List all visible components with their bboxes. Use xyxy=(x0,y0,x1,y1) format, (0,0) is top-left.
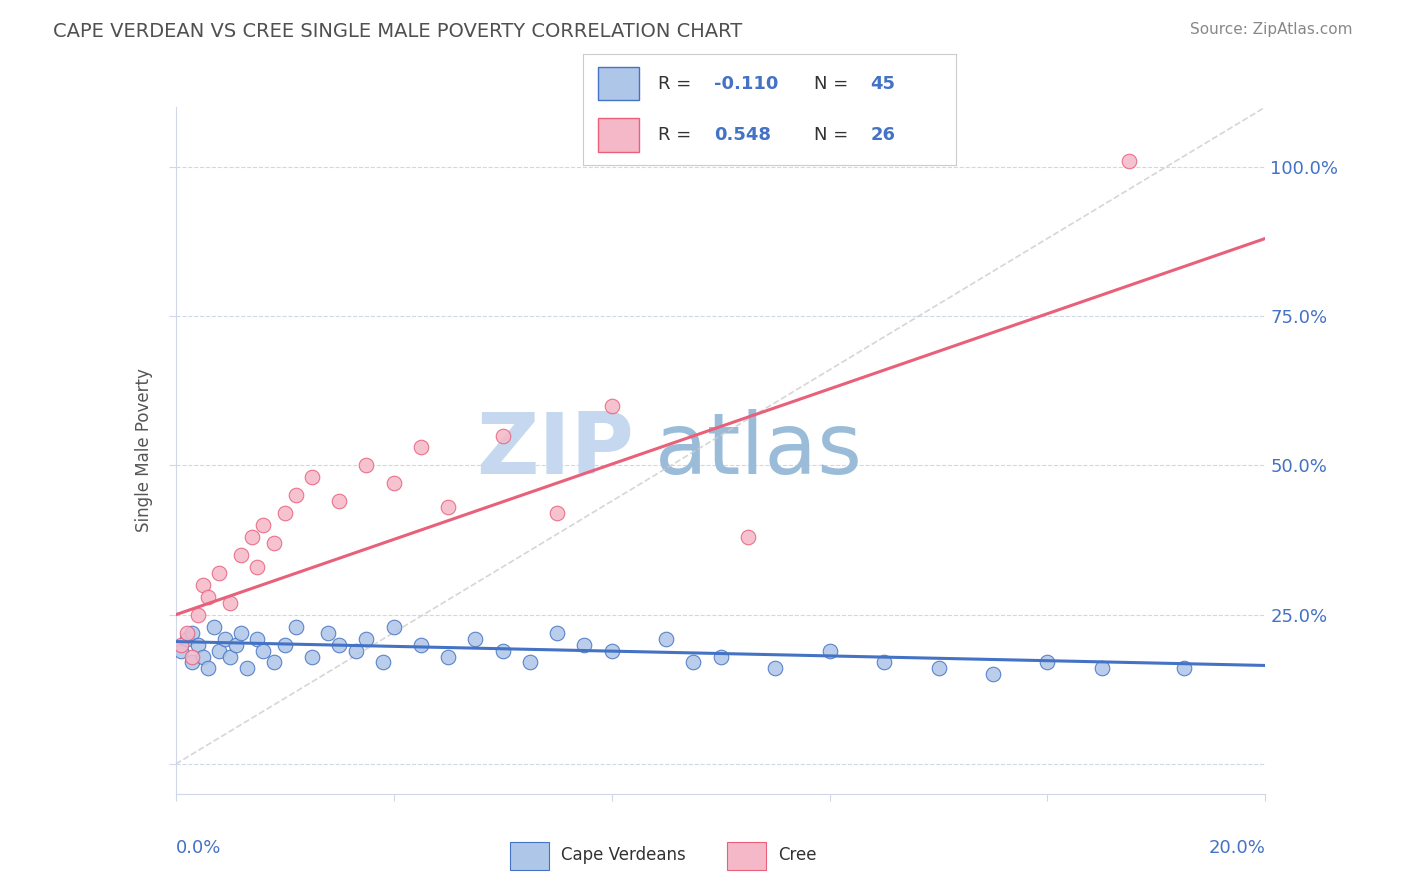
Point xyxy=(240,530,263,544)
Point xyxy=(263,536,285,550)
Point xyxy=(191,649,214,664)
Point xyxy=(546,506,568,520)
Point xyxy=(252,643,274,657)
Point xyxy=(344,643,367,657)
Point xyxy=(186,638,209,652)
Point xyxy=(197,661,219,675)
Text: atlas: atlas xyxy=(655,409,863,492)
Point xyxy=(763,661,786,675)
Point xyxy=(176,632,198,646)
Point xyxy=(464,632,486,646)
Point xyxy=(356,632,378,646)
Text: ZIP: ZIP xyxy=(475,409,633,492)
Text: CAPE VERDEAN VS CREE SINGLE MALE POVERTY CORRELATION CHART: CAPE VERDEAN VS CREE SINGLE MALE POVERTY… xyxy=(53,22,742,41)
Text: N =: N = xyxy=(814,75,855,93)
Point xyxy=(263,656,285,670)
Point xyxy=(181,625,204,640)
Point xyxy=(818,643,841,657)
Point xyxy=(301,649,323,664)
Point xyxy=(1173,661,1195,675)
Point xyxy=(437,500,460,515)
Point xyxy=(328,638,350,652)
Point xyxy=(170,643,193,657)
Point xyxy=(197,590,219,604)
Point xyxy=(409,638,432,652)
Point xyxy=(219,596,242,610)
Point xyxy=(284,620,307,634)
Point xyxy=(170,638,193,652)
Point xyxy=(928,661,950,675)
Text: R =: R = xyxy=(658,126,697,144)
Text: -0.110: -0.110 xyxy=(714,75,779,93)
Text: 0.0%: 0.0% xyxy=(176,838,221,856)
Point xyxy=(208,643,231,657)
Point xyxy=(274,506,297,520)
Point xyxy=(737,530,759,544)
Text: 26: 26 xyxy=(870,126,896,144)
Text: Cree: Cree xyxy=(778,846,817,863)
Point xyxy=(284,488,307,502)
FancyBboxPatch shape xyxy=(599,67,640,101)
Point xyxy=(1091,661,1114,675)
Point xyxy=(600,643,623,657)
Point xyxy=(1036,656,1059,670)
Point xyxy=(208,566,231,580)
Point xyxy=(235,661,257,675)
Point xyxy=(382,476,405,491)
Text: Cape Verdeans: Cape Verdeans xyxy=(561,846,686,863)
Point xyxy=(574,638,596,652)
Text: R =: R = xyxy=(658,75,697,93)
Point xyxy=(492,428,515,442)
Point xyxy=(231,625,253,640)
Point xyxy=(655,632,678,646)
Point xyxy=(382,620,405,634)
Point xyxy=(600,399,623,413)
Point xyxy=(274,638,297,652)
Point xyxy=(682,656,704,670)
Point xyxy=(252,518,274,533)
Point xyxy=(181,656,204,670)
Point xyxy=(492,643,515,657)
Text: Source: ZipAtlas.com: Source: ZipAtlas.com xyxy=(1189,22,1353,37)
Point xyxy=(437,649,460,664)
Point xyxy=(191,578,214,592)
Point xyxy=(176,625,198,640)
Point xyxy=(356,458,378,473)
Point xyxy=(371,656,394,670)
Point xyxy=(519,656,541,670)
Point xyxy=(301,470,323,484)
Point xyxy=(318,625,340,640)
Text: 45: 45 xyxy=(870,75,896,93)
Text: 20.0%: 20.0% xyxy=(1209,838,1265,856)
Y-axis label: Single Male Poverty: Single Male Poverty xyxy=(135,368,153,533)
Point xyxy=(328,494,350,508)
Point xyxy=(246,632,269,646)
Point xyxy=(546,625,568,640)
Point xyxy=(873,656,896,670)
Point xyxy=(202,620,225,634)
FancyBboxPatch shape xyxy=(510,842,550,870)
Point xyxy=(214,632,236,646)
Point xyxy=(225,638,247,652)
Point xyxy=(186,607,209,622)
Point xyxy=(710,649,733,664)
Point xyxy=(409,441,432,455)
Point xyxy=(231,548,253,562)
Text: N =: N = xyxy=(814,126,855,144)
FancyBboxPatch shape xyxy=(727,842,766,870)
Point xyxy=(181,649,204,664)
Point xyxy=(1118,153,1140,168)
FancyBboxPatch shape xyxy=(599,119,640,152)
Text: 0.548: 0.548 xyxy=(714,126,770,144)
Point xyxy=(219,649,242,664)
Point xyxy=(246,560,269,574)
Point xyxy=(981,667,1004,681)
